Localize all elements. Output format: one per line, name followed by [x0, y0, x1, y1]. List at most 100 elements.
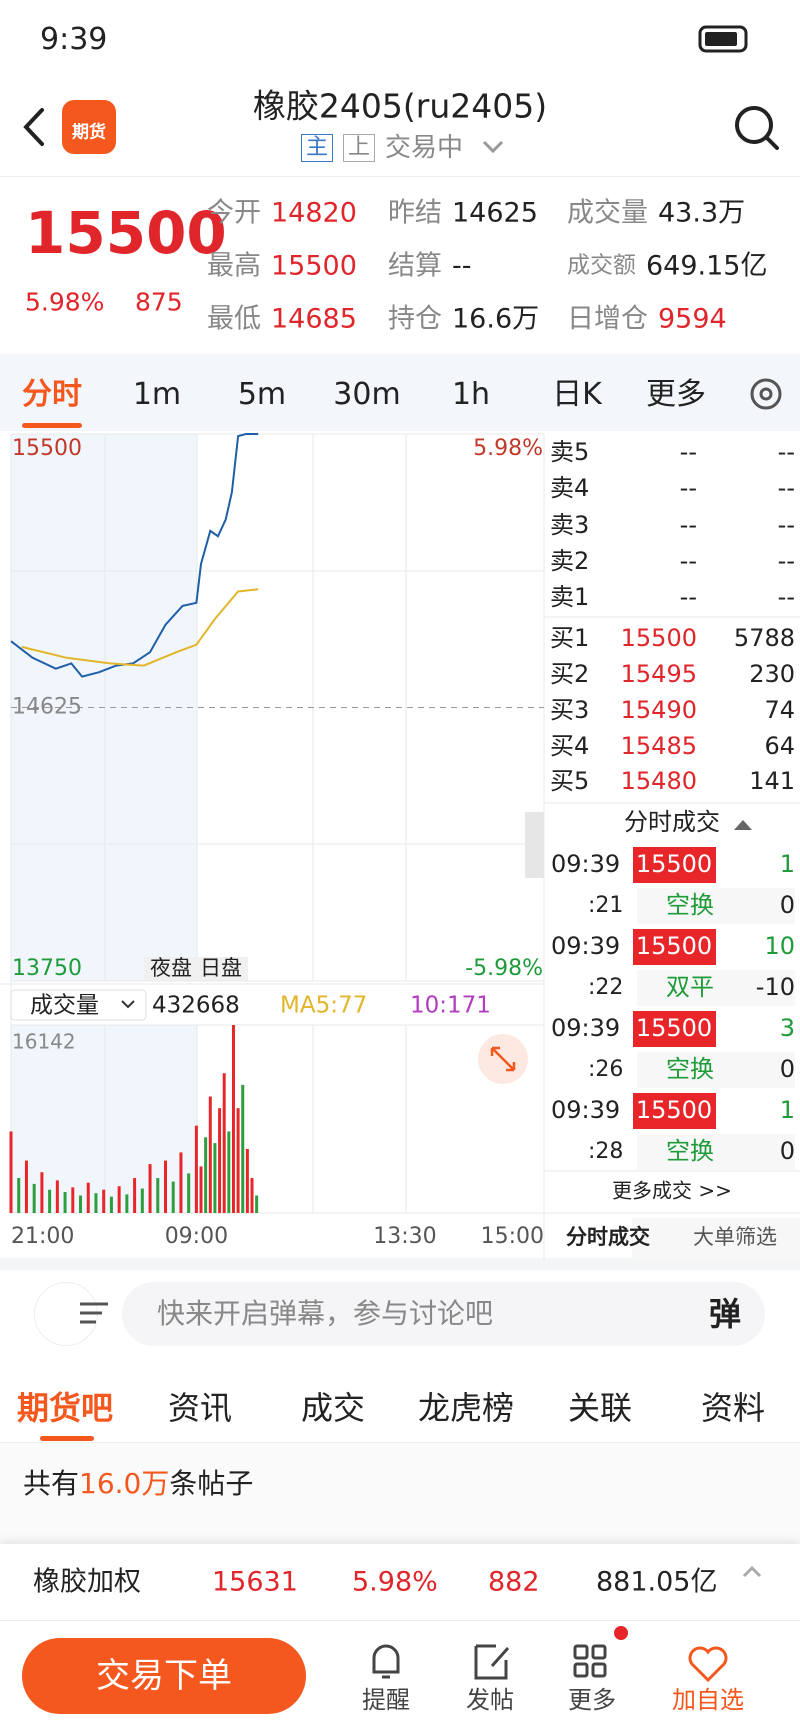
x-tick-label: 15:00	[481, 1224, 544, 1249]
volume-bar	[133, 1178, 137, 1213]
trade-sub-bg	[637, 970, 795, 1006]
bid-label: 买3	[550, 696, 589, 724]
trade-button[interactable]	[22, 1638, 306, 1714]
bid-volume: 64	[764, 732, 795, 760]
period-tab[interactable]: 30m	[333, 377, 401, 412]
bid-price: 15480	[621, 767, 697, 795]
volume-bar	[140, 1188, 144, 1213]
trade-second: :22	[588, 975, 623, 1000]
expand-icon[interactable]	[742, 1565, 762, 1578]
volume-bar	[71, 1187, 75, 1213]
period-bar	[0, 354, 800, 431]
index-bar	[0, 1544, 800, 1620]
trades-tab-bg	[632, 1218, 800, 1261]
volume-bar	[163, 1160, 167, 1213]
index-name: 橡胶加权	[33, 1566, 141, 1598]
section-tab[interactable]: 关联	[567, 1389, 633, 1427]
post-icon[interactable]	[474, 1644, 510, 1680]
stat-value: --	[452, 250, 472, 282]
status-time: 9:39	[40, 22, 108, 57]
period-tab[interactable]: 1m	[132, 377, 182, 412]
volume-bar	[79, 1195, 83, 1213]
nav-divider	[0, 1620, 800, 1621]
stat-value: 14685	[271, 303, 357, 335]
trades-tab: 大单筛选	[693, 1225, 777, 1249]
volume-bar	[171, 1181, 175, 1213]
stat-label: 成交额	[567, 252, 636, 279]
trade-kind: 空换	[666, 891, 714, 919]
bid-label: 买5	[550, 767, 589, 795]
heart-icon[interactable]	[688, 1646, 728, 1683]
danmaku-button[interactable]: 弹	[708, 1295, 742, 1333]
index-price: 15631	[212, 1566, 298, 1598]
indicator-name: 成交量	[30, 993, 99, 1019]
volume-bar	[40, 1172, 44, 1213]
indicator-select[interactable]	[10, 989, 147, 1021]
settings-icon[interactable]	[750, 378, 782, 410]
trade-volume: 1	[780, 850, 795, 878]
price-line	[10, 433, 259, 678]
nav-label[interactable]: 发帖	[466, 1686, 514, 1714]
volume-bar	[102, 1189, 106, 1213]
period-tab[interactable]: 分时	[22, 377, 82, 412]
nav-label[interactable]: 加自选	[672, 1686, 744, 1714]
comment-placeholder[interactable]: 快来开启弹幕，参与讨论吧	[157, 1297, 494, 1330]
search-icon[interactable]	[735, 106, 773, 144]
stat-label: 日增仓	[567, 303, 648, 335]
volume-bar	[236, 1108, 240, 1213]
nav-label[interactable]: 更多	[568, 1686, 616, 1714]
bell-icon[interactable]	[372, 1644, 400, 1679]
volume-bar	[255, 1195, 259, 1213]
index-change: 882	[488, 1566, 540, 1598]
y2-tick-label: 5.98%	[473, 436, 543, 461]
volume-bar	[231, 1025, 235, 1213]
bid-price: 15490	[621, 696, 697, 724]
trade-kind: 空换	[666, 1137, 714, 1165]
session-label-bg	[144, 957, 248, 981]
trade-time: 09:39	[551, 1096, 620, 1124]
volume-bar	[179, 1152, 183, 1213]
period-tab[interactable]: 5m	[237, 377, 287, 412]
stat-label: 结算	[388, 250, 442, 282]
volume-bar	[156, 1178, 160, 1213]
header-divider	[0, 176, 800, 177]
period-tab[interactable]: 日K	[552, 377, 602, 412]
section-tab[interactable]: 资料	[700, 1389, 766, 1427]
section-tab[interactable]: 期货吧	[16, 1389, 114, 1427]
volume-bar	[148, 1164, 152, 1213]
period-tab[interactable]: 更多	[646, 377, 706, 412]
fullscreen-arrows	[490, 1046, 516, 1072]
bid-label: 买2	[550, 660, 589, 688]
stat-value: 649.15亿	[646, 250, 768, 282]
volume-bar	[204, 1137, 208, 1213]
dropdown-arrow	[121, 1000, 135, 1009]
section-tab[interactable]: 龙虎榜	[417, 1389, 515, 1427]
posts-prefix: 共有	[23, 1467, 80, 1500]
comment-input[interactable]	[122, 1282, 765, 1346]
trade-change: 0	[780, 1137, 795, 1165]
tab-underline	[22, 423, 82, 428]
section-tab[interactable]: 资讯	[167, 1389, 233, 1427]
trade-sub-bg	[637, 1052, 795, 1088]
bid-volume: 141	[749, 767, 795, 795]
ask-price: --	[680, 474, 697, 502]
ask-label: 卖5	[550, 438, 589, 466]
stat-label: 最低	[207, 303, 261, 335]
nav-label[interactable]: 提醒	[362, 1686, 410, 1714]
period-tab[interactable]: 1h	[451, 377, 491, 412]
back-icon[interactable]	[23, 108, 44, 146]
trade-button-label[interactable]: 交易下单	[96, 1656, 232, 1696]
section-tab[interactable]: 成交	[300, 1389, 366, 1427]
bid-price: 15485	[621, 732, 697, 760]
volume-bar	[187, 1173, 191, 1213]
trade-status: 交易中	[385, 133, 464, 163]
stat-label: 持仓	[388, 303, 442, 335]
trade-price: 15500	[636, 932, 712, 960]
more-icon[interactable]	[573, 1644, 607, 1678]
more-trades: 更多成交 >>	[612, 1179, 732, 1203]
stat-value: 14820	[271, 197, 357, 229]
collapse-handle[interactable]	[525, 812, 544, 878]
